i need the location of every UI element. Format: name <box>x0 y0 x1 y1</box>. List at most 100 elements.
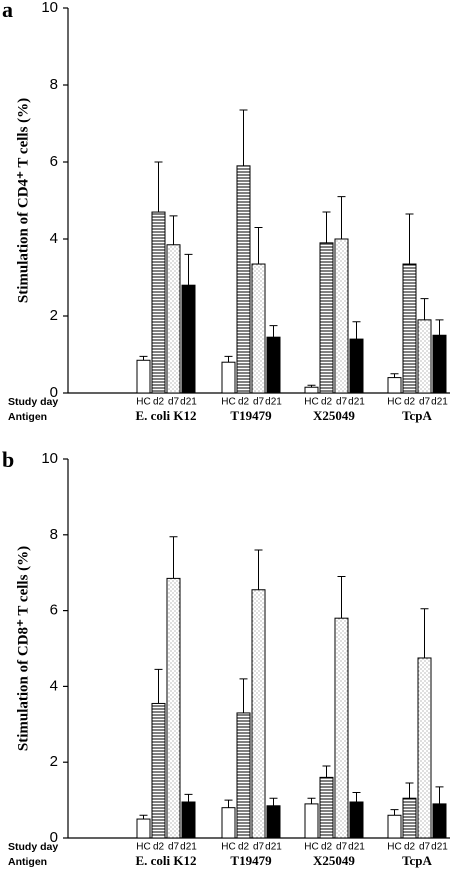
study-day-label: d7 <box>419 397 431 408</box>
bar <box>236 712 251 839</box>
error-bar <box>224 799 233 808</box>
study-day-label: d21 <box>431 842 448 853</box>
error-bar <box>390 809 399 816</box>
study-day-label: HC <box>387 397 401 408</box>
error-bar <box>239 678 248 713</box>
error-bar <box>337 575 346 619</box>
bar <box>319 776 334 839</box>
category-label: E. coli K12 <box>135 853 196 868</box>
error-bar <box>169 215 178 245</box>
study-day-label: d2 <box>321 397 333 408</box>
study-day-label: HC <box>136 397 150 408</box>
study-day-label: d2 <box>404 397 416 408</box>
category-label: TcpA <box>402 408 432 423</box>
error-bar <box>139 355 148 361</box>
error-bar <box>390 373 399 378</box>
bar <box>349 801 364 839</box>
bar <box>432 803 447 839</box>
y-tick-label: 10 <box>41 450 58 467</box>
study-day-label: d7 <box>253 397 265 408</box>
error-bar <box>254 549 263 590</box>
study-day-label: HC <box>221 397 235 408</box>
study-day-label: d2 <box>238 842 250 853</box>
study-day-label: d7 <box>253 842 265 853</box>
y-tick-label: 2 <box>50 307 58 324</box>
study-day-label: HC <box>304 397 318 408</box>
bar <box>181 284 196 394</box>
y-tick-label: 10 <box>41 0 58 16</box>
bar <box>151 211 166 394</box>
category-label: TcpA <box>402 853 432 868</box>
category-label: T19479 <box>230 408 272 423</box>
study-day-label: d7 <box>336 397 348 408</box>
error-bar <box>269 325 278 338</box>
bar <box>151 702 166 839</box>
y-tick-label: 8 <box>50 76 58 93</box>
error-bar <box>322 765 331 778</box>
study-day-label: HC <box>387 842 401 853</box>
error-bar <box>405 213 414 265</box>
bar <box>166 577 181 839</box>
bar <box>387 377 402 394</box>
study-day-label: d21 <box>180 842 197 853</box>
bar <box>266 336 281 394</box>
error-bar <box>184 793 193 802</box>
error-bar <box>154 668 163 704</box>
y-tick-label: 6 <box>50 602 58 619</box>
study-day-label: d2 <box>153 397 165 408</box>
bar <box>136 818 151 839</box>
error-bar <box>435 319 444 336</box>
study-day-label: HC <box>304 842 318 853</box>
y-tick-label: 0 <box>50 384 58 401</box>
bar <box>166 244 181 394</box>
error-bar <box>352 321 361 340</box>
bar <box>181 801 196 839</box>
study-day-label: d21 <box>265 397 282 408</box>
study-day-label: d7 <box>168 397 180 408</box>
bar <box>221 807 236 839</box>
y-tick-label: 2 <box>50 753 58 770</box>
study-day-label: d2 <box>321 842 333 853</box>
error-bar <box>435 786 444 804</box>
error-bar <box>337 196 346 239</box>
y-tick-label: 6 <box>50 153 58 170</box>
y-tick-label: 0 <box>50 829 58 846</box>
bar <box>432 334 447 394</box>
study-day-label: d21 <box>348 397 365 408</box>
bar <box>251 263 266 394</box>
category-label: X25049 <box>313 408 355 423</box>
study-day-label: d2 <box>238 397 250 408</box>
category-label: T19479 <box>230 853 272 868</box>
error-bar <box>254 226 263 265</box>
row-label: Antigen <box>8 411 47 423</box>
study-day-label: HC <box>221 842 235 853</box>
bar <box>334 617 349 839</box>
bar <box>319 242 334 394</box>
row-label: Study day <box>8 841 58 853</box>
bar <box>334 238 349 394</box>
bar <box>417 657 432 839</box>
study-day-label: d21 <box>431 397 448 408</box>
error-bar <box>169 536 178 579</box>
bar <box>402 263 417 394</box>
y-axis-label: Stimulation of CD4⁺ T cells (%) <box>15 98 31 303</box>
row-label: Antigen <box>8 856 47 868</box>
bar <box>136 359 151 394</box>
study-day-label: d21 <box>348 842 365 853</box>
error-bar <box>269 797 278 806</box>
error-bar <box>239 109 248 166</box>
study-day-label: d7 <box>419 842 431 853</box>
error-bar <box>224 355 233 363</box>
error-bar <box>352 792 361 802</box>
study-day-label: d21 <box>180 397 197 408</box>
category-label: E. coli K12 <box>135 408 196 423</box>
bar <box>236 165 251 394</box>
panel-label: a <box>2 0 13 22</box>
bar <box>349 338 364 394</box>
study-day-label: HC <box>136 842 150 853</box>
bar <box>304 803 319 839</box>
error-bar <box>420 298 429 320</box>
study-day-label: d2 <box>404 842 416 853</box>
study-day-label: d21 <box>265 842 282 853</box>
